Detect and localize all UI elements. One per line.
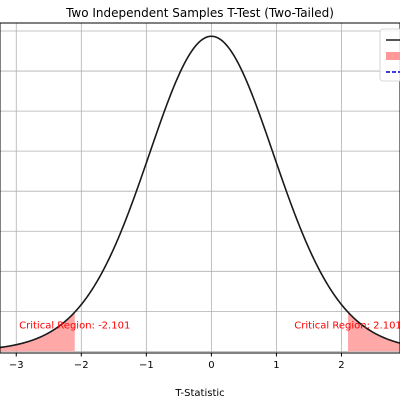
critical-region-right [348, 312, 400, 352]
x-tick-label: 1 [273, 360, 279, 371]
critical-region-left [0, 312, 75, 352]
plot-frame [0, 22, 400, 354]
x-tick-label: −3 [9, 360, 24, 371]
plot-area [0, 35, 400, 352]
x-axis-label: T-Statistic [174, 388, 224, 399]
x-tick-label: 2 [338, 360, 344, 371]
chart-title: Two Independent Samples T-Test (Two-Tail… [65, 6, 334, 20]
x-tick-label: −1 [139, 360, 154, 371]
critical-region-annotation: Critical Region: 2.101 [294, 321, 400, 332]
legend-patch [386, 52, 400, 60]
x-tick-label: −2 [74, 360, 89, 371]
grid [0, 23, 400, 353]
t-distribution-curve [0, 35, 400, 349]
legend [379, 28, 400, 82]
critical-region-annotation: Critical Region: -2.101 [19, 321, 130, 332]
annotations: Critical Region: -2.101 Critical Region: … [19, 321, 400, 332]
x-tick-label: 0 [208, 360, 214, 371]
x-axis: −3 −2 −1 0 1 2 [9, 353, 345, 371]
